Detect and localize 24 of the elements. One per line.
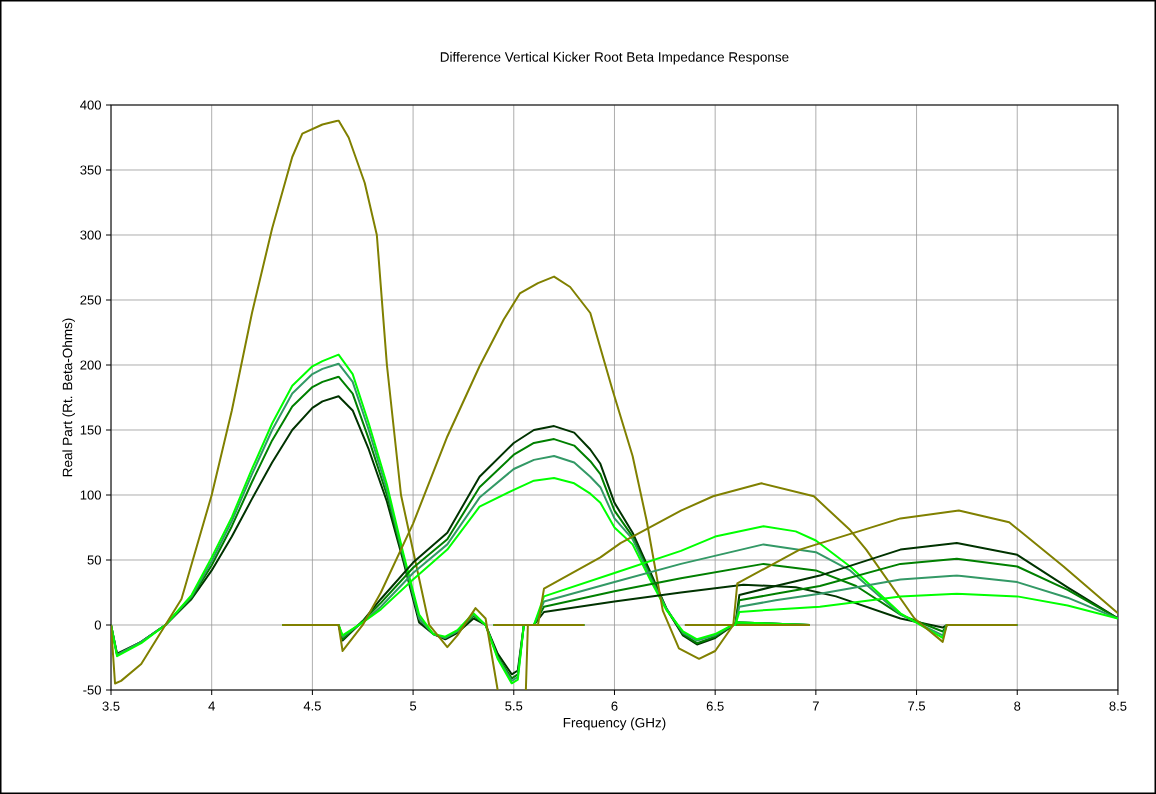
y-tick-label: 0 — [94, 620, 101, 630]
x-tick-label: 3.5 — [102, 701, 120, 711]
y-tick-label: 150 — [80, 425, 101, 435]
x-tick-label: 8.5 — [1109, 701, 1127, 711]
chart-title: Difference Vertical Kicker Root Beta Impedance Response — [440, 51, 789, 65]
x-tick-label: 7 — [812, 701, 819, 711]
y-tick-label: 100 — [80, 490, 101, 500]
y-tick-label: 250 — [80, 295, 101, 305]
x-tick-label: 7.5 — [908, 701, 926, 711]
y-tick-label: 50 — [87, 555, 101, 565]
x-tick-label: 6 — [611, 701, 618, 711]
x-tick-label: 8 — [1014, 701, 1021, 711]
x-tick-label: 5.5 — [505, 701, 523, 711]
x-tick-label: 4.5 — [303, 701, 321, 711]
x-axis-title: Frequency (GHz) — [563, 717, 666, 731]
x-tick-label: 5 — [409, 701, 417, 711]
x-tick-label: 6.5 — [706, 701, 724, 711]
y-tick-label: 200 — [80, 360, 101, 370]
y-axis-title: Real Part (Rt. Beta-Ohms) — [62, 318, 75, 477]
y-tick-label: -50 — [83, 685, 101, 695]
y-tick-label: 400 — [80, 100, 101, 110]
y-tick-label: 300 — [80, 230, 101, 240]
y-tick-label: 350 — [80, 165, 101, 175]
x-tick-label: 4 — [208, 701, 215, 711]
